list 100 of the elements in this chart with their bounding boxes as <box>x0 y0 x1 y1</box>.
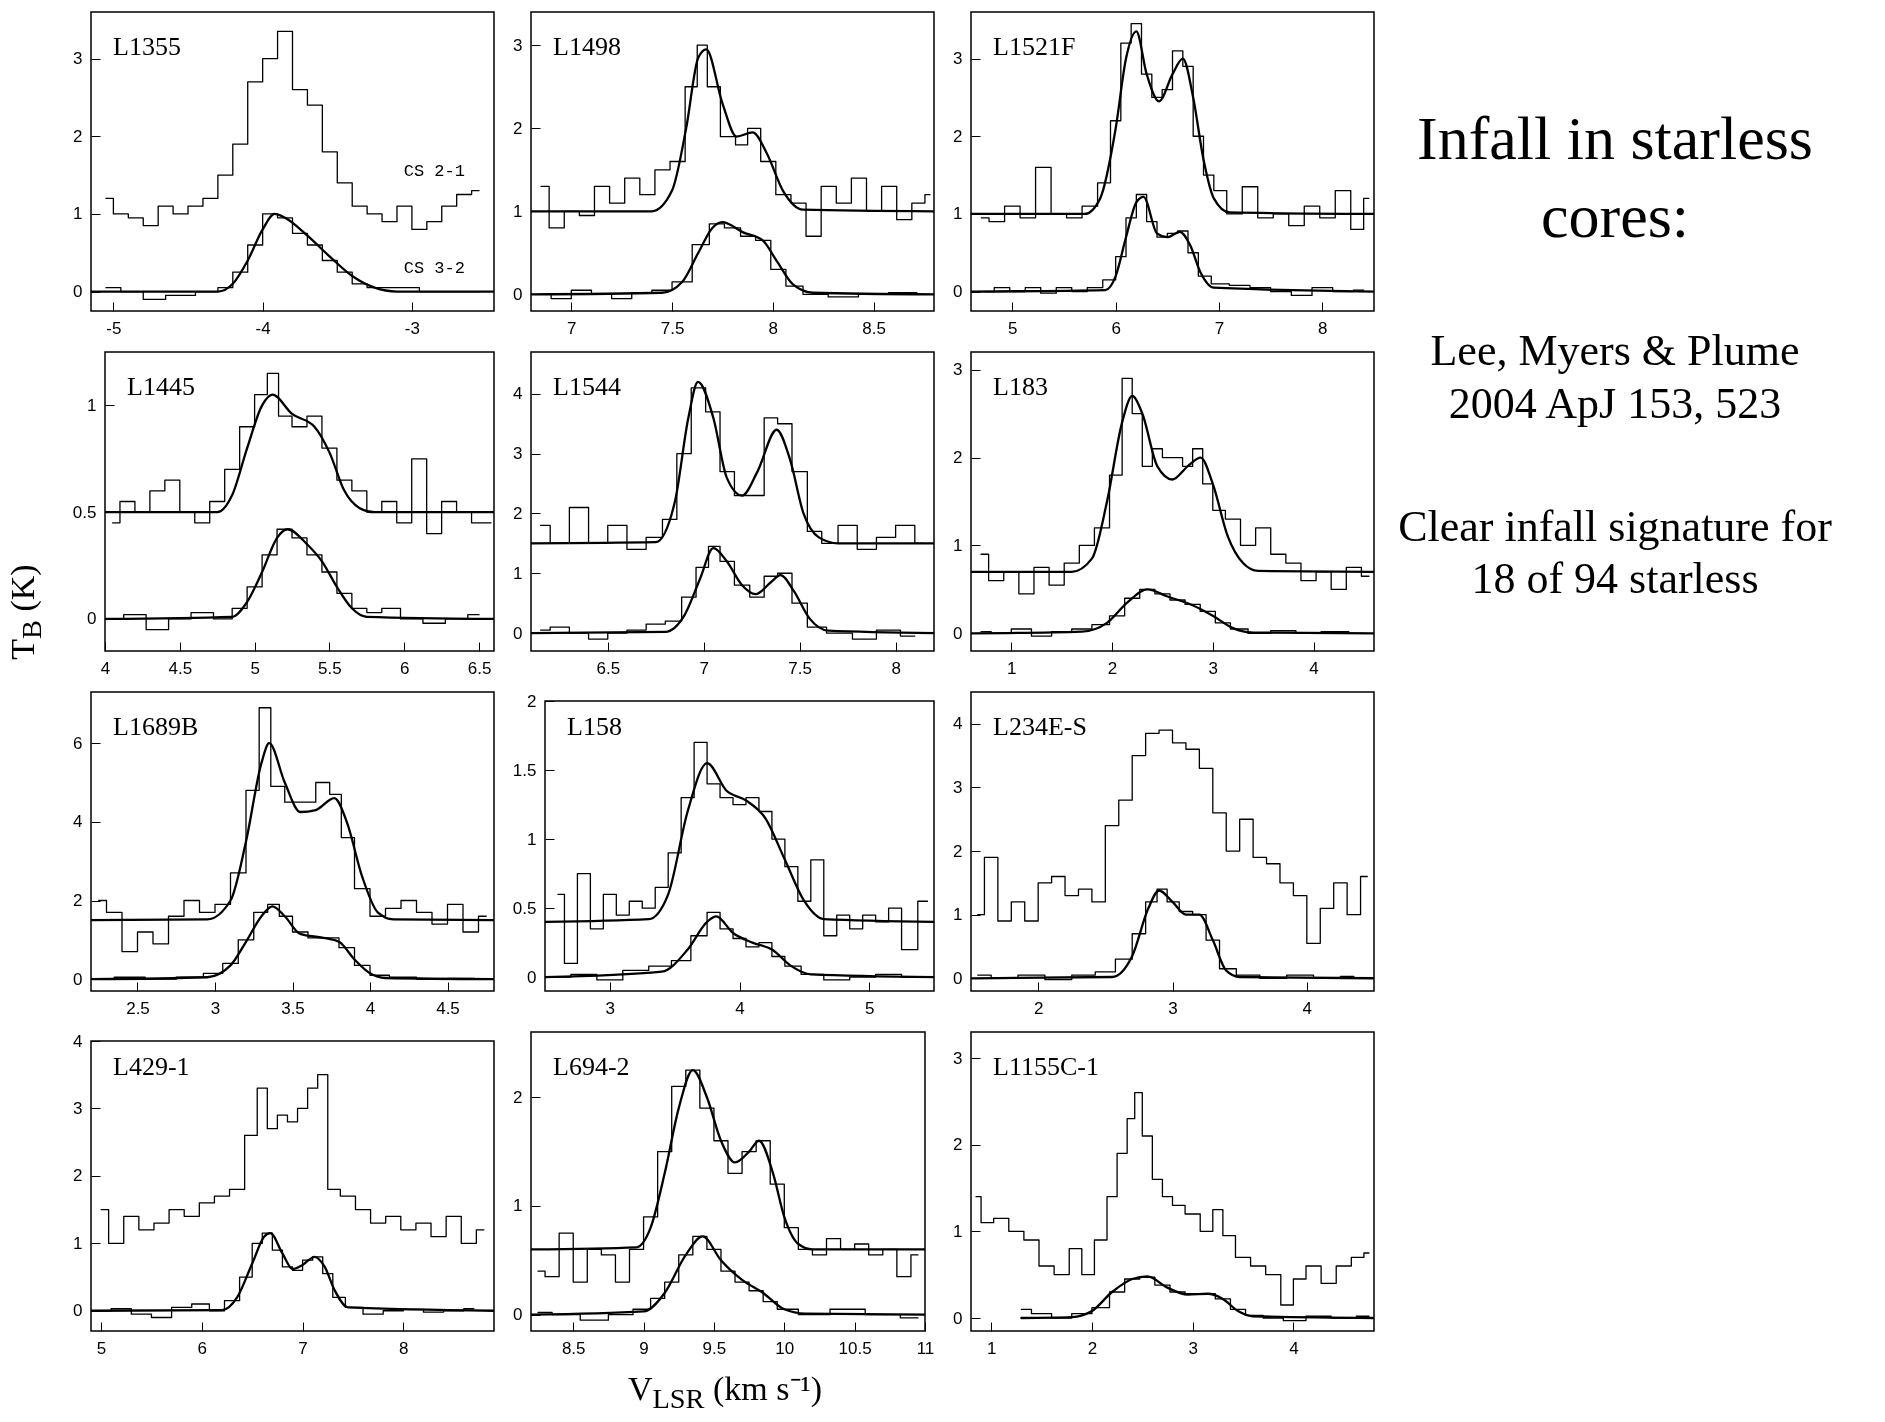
y-tick-label: 2 <box>953 1135 963 1155</box>
y-tick-label: 3 <box>953 49 963 69</box>
y-tick-label: 0 <box>513 284 523 304</box>
y-tick-label: 2 <box>73 1166 83 1186</box>
y-tick-label: 0 <box>953 968 963 988</box>
x-tick-label: 3 <box>1208 658 1219 678</box>
x-tick-label: 4 <box>1289 1338 1299 1358</box>
y-tick-label: 0 <box>953 623 963 643</box>
x-tick-label: 6 <box>400 658 410 678</box>
y-tick-label: 1 <box>87 395 97 415</box>
y-tick-label: 2 <box>953 126 963 146</box>
y-tick-label: 2 <box>527 691 537 711</box>
y-tick-label: 2 <box>953 448 963 468</box>
x-tick-label: 6.5 <box>596 658 621 678</box>
x-tick-label: 8.5 <box>862 318 886 338</box>
y-tick-label: 1 <box>513 1196 523 1216</box>
x-tick-label: 1 <box>986 1338 997 1358</box>
series-label: CS 3-2 <box>403 258 465 278</box>
text: L1521F <box>993 32 1076 61</box>
y-tick-label: 1 <box>953 905 963 925</box>
x-tick-label: 4 <box>1302 998 1313 1018</box>
y-tick-label: 3 <box>513 444 523 464</box>
y-tick-label: 0.5 <box>72 502 97 522</box>
x-tick-label: 5 <box>1008 318 1018 338</box>
chart-title: L429-1 <box>113 1052 190 1081</box>
y-tick-label: 1.5 <box>512 760 537 780</box>
text: L694-2 <box>553 1052 630 1081</box>
y-tick-label: 1 <box>513 201 523 221</box>
y-tick-label: 1 <box>953 535 963 555</box>
text: L1689B <box>113 712 199 741</box>
x-tick-label: 8.5 <box>561 1338 586 1358</box>
x-tick-label: 8 <box>768 318 779 338</box>
x-tick-label: 7 <box>567 318 577 338</box>
y-tick-label: 3 <box>513 35 523 55</box>
x-tick-label: 10 <box>775 1338 795 1358</box>
x-tick-label: 3 <box>1168 998 1178 1018</box>
y-tick-label: 2 <box>953 841 963 861</box>
x-tick-label: 4 <box>1309 658 1319 678</box>
x-tick-label: 9.5 <box>702 1338 727 1358</box>
text: Infall in starless cores: <box>1416 103 1814 252</box>
y-tick-label: 1 <box>527 829 537 849</box>
y-tick-label: 3 <box>953 777 963 797</box>
x-tick-label: 7 <box>699 658 709 678</box>
y-tick-label: 1 <box>953 204 963 224</box>
text: L1544 <box>553 372 621 401</box>
y-tick-label: 0.5 <box>512 898 537 918</box>
y-tick-label: 0 <box>73 1301 83 1321</box>
y-tick-label: 0 <box>953 1308 963 1328</box>
text: L1498 <box>553 32 621 61</box>
x-tick-label: 2 <box>1033 998 1044 1018</box>
text: Lee, Myers & Plume 2004 ApJ 153, 523 <box>1429 325 1801 430</box>
y-tick-label: 0 <box>73 282 83 302</box>
y-tick-label: 2 <box>513 118 523 138</box>
y-tick-label: 1 <box>953 1221 963 1241</box>
x-tick-label: 7.5 <box>660 318 685 338</box>
y-tick-label: 4 <box>73 1031 83 1051</box>
x-tick-label: 2 <box>1107 658 1118 678</box>
x-tick-label: -4 <box>255 318 271 338</box>
y-tick-label: 2 <box>513 1087 523 1107</box>
y-tick-label: 0 <box>513 1305 523 1325</box>
y-tick-label: 1 <box>73 204 83 224</box>
x-tick-label: 4 <box>735 998 745 1018</box>
x-tick-label: 3 <box>1188 1338 1198 1358</box>
y-tick-label: 2 <box>513 503 523 523</box>
x-tick-label: 10.5 <box>838 1338 872 1358</box>
y-tick-label: 0 <box>87 609 97 629</box>
x-tick-label: 3.5 <box>281 998 305 1018</box>
x-tick-label: 7 <box>1214 318 1225 338</box>
y-tick-label: 6 <box>73 733 83 753</box>
x-tick-label: 6 <box>197 1338 208 1358</box>
x-tick-label: 1 <box>1007 658 1017 678</box>
chart-title: L158 <box>567 712 622 741</box>
y-tick-label: 0 <box>513 623 523 643</box>
x-tick-label: 5.5 <box>318 658 342 678</box>
y-tick-label: 0 <box>73 969 83 989</box>
x-tick-label: 8 <box>891 658 901 678</box>
x-tick-label: 6 <box>1111 318 1121 338</box>
text: L1355 <box>113 32 181 61</box>
y-tick-label: 3 <box>953 1048 963 1068</box>
y-tick-label: 2 <box>73 126 83 146</box>
x-tick-label: 7.5 <box>788 658 812 678</box>
series-label: CS 2-1 <box>403 161 465 181</box>
x-tick-label: 4 <box>365 998 376 1018</box>
y-tick-label: 1 <box>73 1233 83 1253</box>
y-tick-label: 4 <box>513 384 523 404</box>
y-tick-label: 0 <box>953 282 963 302</box>
text: L1445 <box>127 372 195 401</box>
y-tick-label: 3 <box>73 1098 83 1118</box>
x-tick-label: 3 <box>210 998 221 1018</box>
x-tick-label: 2 <box>1087 1338 1098 1358</box>
x-tick-label: 3 <box>605 998 616 1018</box>
x-tick-label: 4 <box>100 658 111 678</box>
x-tick-label: 6.5 <box>467 658 492 678</box>
y-tick-label: 3 <box>953 360 963 380</box>
x-tick-label: 8 <box>399 1338 409 1358</box>
text: Clear infall signature for 18 of 94 starless <box>1397 500 1833 606</box>
x-tick-label: 4.5 <box>168 658 193 678</box>
text: L234E-S <box>993 712 1087 741</box>
x-tick-label: 8 <box>1318 318 1328 338</box>
x-tick-label: -5 <box>106 318 122 338</box>
